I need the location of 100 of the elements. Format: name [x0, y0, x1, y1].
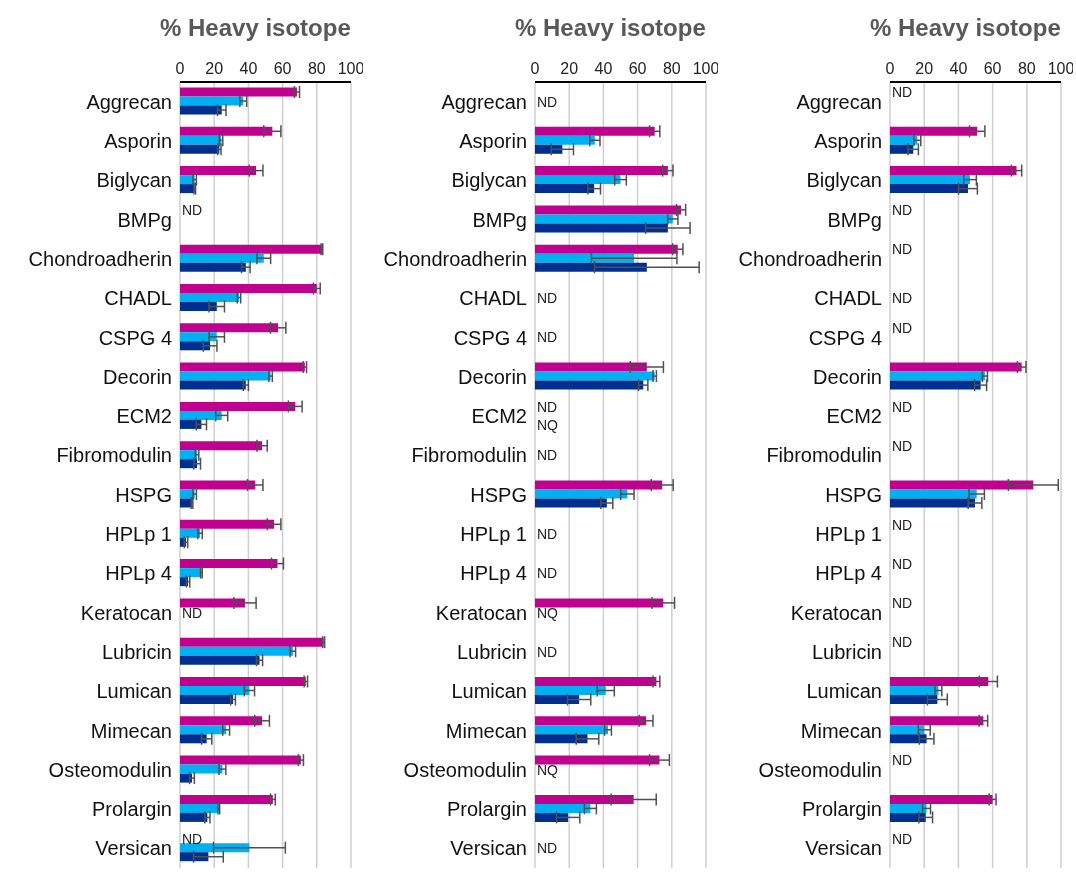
bar [180, 716, 263, 726]
y-tick-label: Fibromodulin [766, 444, 882, 467]
bar [535, 794, 634, 804]
bar [890, 126, 978, 136]
y-tick-label: HSPG [825, 483, 882, 506]
y-tick-label: Fibromodulin [56, 444, 172, 467]
bar [180, 362, 305, 372]
bar [180, 371, 271, 381]
y-tick-label: Lumican [806, 680, 882, 703]
y-tick-label: Mimecan [800, 719, 882, 742]
bar [180, 87, 297, 97]
x-tick-label: 60 [983, 60, 1002, 77]
bar [180, 646, 293, 656]
y-tick-label: Asporin [104, 130, 172, 153]
bar [535, 725, 609, 735]
y-tick-label: CSPG 4 [808, 326, 882, 349]
y-tick-label: Prolargin [446, 798, 527, 821]
y-tick-label: HPLp 4 [815, 562, 882, 585]
text: ND [892, 555, 913, 572]
x-tick-label: 60 [273, 60, 292, 77]
x-tick-label: 100 [1047, 60, 1075, 77]
bar [180, 559, 278, 569]
text: ND [892, 320, 913, 337]
bar [890, 716, 984, 726]
bar [180, 410, 222, 420]
y-tick-label: ECM2 [471, 405, 527, 428]
bar [180, 105, 222, 115]
bar [890, 725, 925, 735]
bar [535, 184, 595, 194]
text: ND [537, 643, 558, 660]
y-tick-label: Asporin [814, 130, 882, 153]
text: ND [182, 604, 203, 621]
y-tick-label: Lumican [96, 680, 172, 703]
bar [535, 175, 621, 185]
y-tick-label: Prolargin [91, 798, 172, 821]
bar [535, 677, 657, 686]
bar [890, 498, 975, 508]
y-tick-label: Fibromodulin [411, 444, 527, 467]
y-tick-label: Osteomodulin [403, 758, 527, 781]
bar [180, 677, 306, 686]
bar [535, 695, 580, 704]
y-tick-label: ECM2 [826, 405, 882, 428]
x-tick-label: 100 [692, 60, 720, 77]
y-tick-label: Versican [95, 837, 172, 860]
y-tick-label: CHADL [459, 287, 527, 310]
y-tick-label: HPLp 4 [105, 562, 172, 585]
bar [890, 480, 1034, 490]
bar [180, 843, 250, 853]
x-tick-label: 0 [175, 60, 185, 77]
text: ND [892, 241, 913, 258]
bar [180, 734, 207, 744]
text: ND [182, 830, 203, 847]
y-tick-label: HPLp 1 [815, 523, 882, 546]
y-tick-label: Versican [450, 837, 527, 860]
y-tick-label: HPLp 1 [460, 523, 527, 546]
bar [180, 323, 279, 333]
y-tick-label: Decorin [103, 365, 172, 388]
text: ND [892, 202, 913, 219]
bar [180, 480, 256, 490]
chart-title: % Heavy isotope [869, 13, 1062, 43]
x-tick-label: 60 [628, 60, 647, 77]
bar [180, 764, 223, 774]
x-tick-label: 20 [205, 60, 224, 77]
text: ND [537, 525, 558, 542]
bar [180, 519, 275, 529]
bar [180, 803, 219, 813]
bar [180, 380, 246, 390]
bar [180, 655, 260, 665]
bar [180, 135, 222, 145]
y-tick-label: Lubricin [101, 640, 172, 663]
y-tick-label: CHADL [104, 287, 172, 310]
bar [535, 480, 663, 490]
bar [180, 401, 296, 411]
x-tick-label: 40 [594, 60, 613, 77]
y-tick-label: Lumican [451, 680, 527, 703]
bar [890, 371, 985, 381]
text: ND [892, 437, 913, 454]
y-tick-label: Aggrecan [86, 90, 172, 113]
y-tick-label: HPLp 4 [460, 562, 527, 585]
y-tick-label: Chondroadherin [383, 247, 527, 270]
y-tick-label: BMPg [827, 208, 882, 231]
text: ND [537, 840, 558, 857]
bar [890, 677, 989, 686]
text: ND [537, 93, 558, 110]
x-tick-label: 100 [337, 60, 365, 77]
y-tick-label: Keratocan [790, 601, 882, 624]
y-tick-label: Prolargin [801, 798, 882, 821]
bar [890, 362, 1022, 372]
y-tick-label: Chondroadherin [28, 247, 172, 270]
x-tick-label: 20 [560, 60, 579, 77]
bar [535, 205, 682, 215]
text: NQ [537, 604, 558, 621]
bar [180, 812, 208, 822]
bar [180, 126, 273, 136]
bar [180, 686, 250, 695]
bar [535, 498, 607, 508]
text: ND [537, 329, 558, 346]
bar [180, 441, 263, 451]
y-tick-label: Decorin [458, 365, 527, 388]
y-tick-label: CSPG 4 [453, 326, 527, 349]
